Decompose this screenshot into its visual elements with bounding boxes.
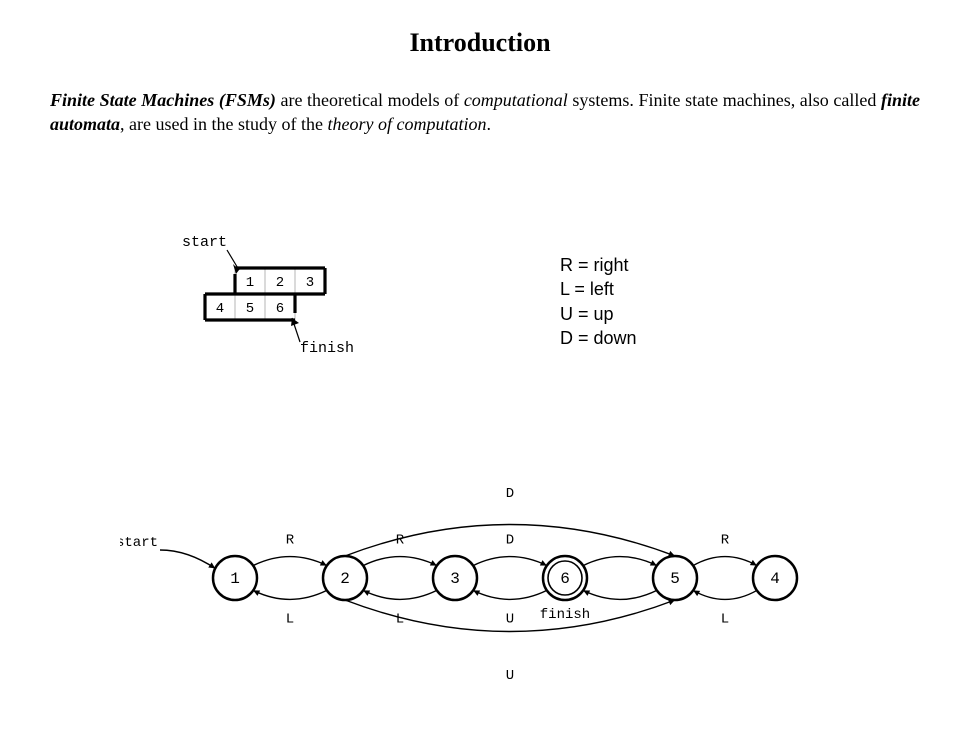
term-theory-of-computation: theory of computation — [327, 114, 486, 134]
text-seg4: systems. Finite state machines, also cal… — [568, 90, 881, 110]
svg-text:3: 3 — [450, 570, 460, 588]
svg-text:6: 6 — [276, 301, 284, 317]
page-title: Introduction — [0, 28, 960, 58]
svg-text:3: 3 — [306, 275, 314, 291]
svg-text:4: 4 — [770, 570, 780, 588]
svg-text:2: 2 — [340, 570, 350, 588]
legend-line: R = right — [560, 253, 637, 277]
svg-text:finish: finish — [300, 340, 354, 357]
svg-text:L: L — [721, 611, 729, 627]
term-fsm: Finite State Machines (FSMs) — [50, 90, 276, 110]
maze-svg: 1 2 3 4 5 6 start finish — [160, 228, 420, 408]
svg-text:D: D — [506, 533, 514, 549]
svg-text:finish: finish — [540, 607, 590, 623]
maze-diagram: 1 2 3 4 5 6 start finish — [160, 228, 420, 408]
legend-line: L = left — [560, 277, 637, 301]
svg-text:start: start — [182, 234, 227, 251]
svg-text:start: start — [120, 535, 158, 551]
fsm-svg: D U R L R L D U R Lstart 1 2 3 6 5 4 finish — [120, 458, 800, 698]
term-computational: computational — [464, 90, 568, 110]
svg-text:2: 2 — [276, 275, 284, 291]
text-seg8: . — [486, 114, 491, 134]
legend-line: U = up — [560, 302, 637, 326]
fsm-diagram: D U R L R L D U R Lstart 1 2 3 6 5 4 finish — [120, 458, 800, 698]
svg-text:1: 1 — [230, 570, 240, 588]
text-seg6: , are used in the study of the — [120, 114, 327, 134]
svg-text:R: R — [396, 533, 405, 549]
svg-text:5: 5 — [670, 570, 680, 588]
svg-text:L: L — [286, 611, 294, 627]
intro-paragraph: Finite State Machines (FSMs) are theoret… — [50, 88, 920, 137]
text-seg2: are theoretical models of — [276, 90, 464, 110]
svg-text:U: U — [506, 611, 514, 627]
legend-line: D = down — [560, 326, 637, 350]
svg-text:4: 4 — [216, 301, 224, 317]
svg-text:5: 5 — [246, 301, 254, 317]
svg-text:U: U — [506, 668, 514, 684]
svg-text:R: R — [721, 533, 730, 549]
svg-text:L: L — [396, 611, 404, 627]
svg-text:R: R — [286, 533, 295, 549]
svg-text:D: D — [506, 486, 514, 502]
svg-text:1: 1 — [246, 275, 254, 291]
direction-legend: R = rightL = leftU = upD = down — [560, 253, 637, 350]
svg-text:6: 6 — [560, 570, 570, 588]
